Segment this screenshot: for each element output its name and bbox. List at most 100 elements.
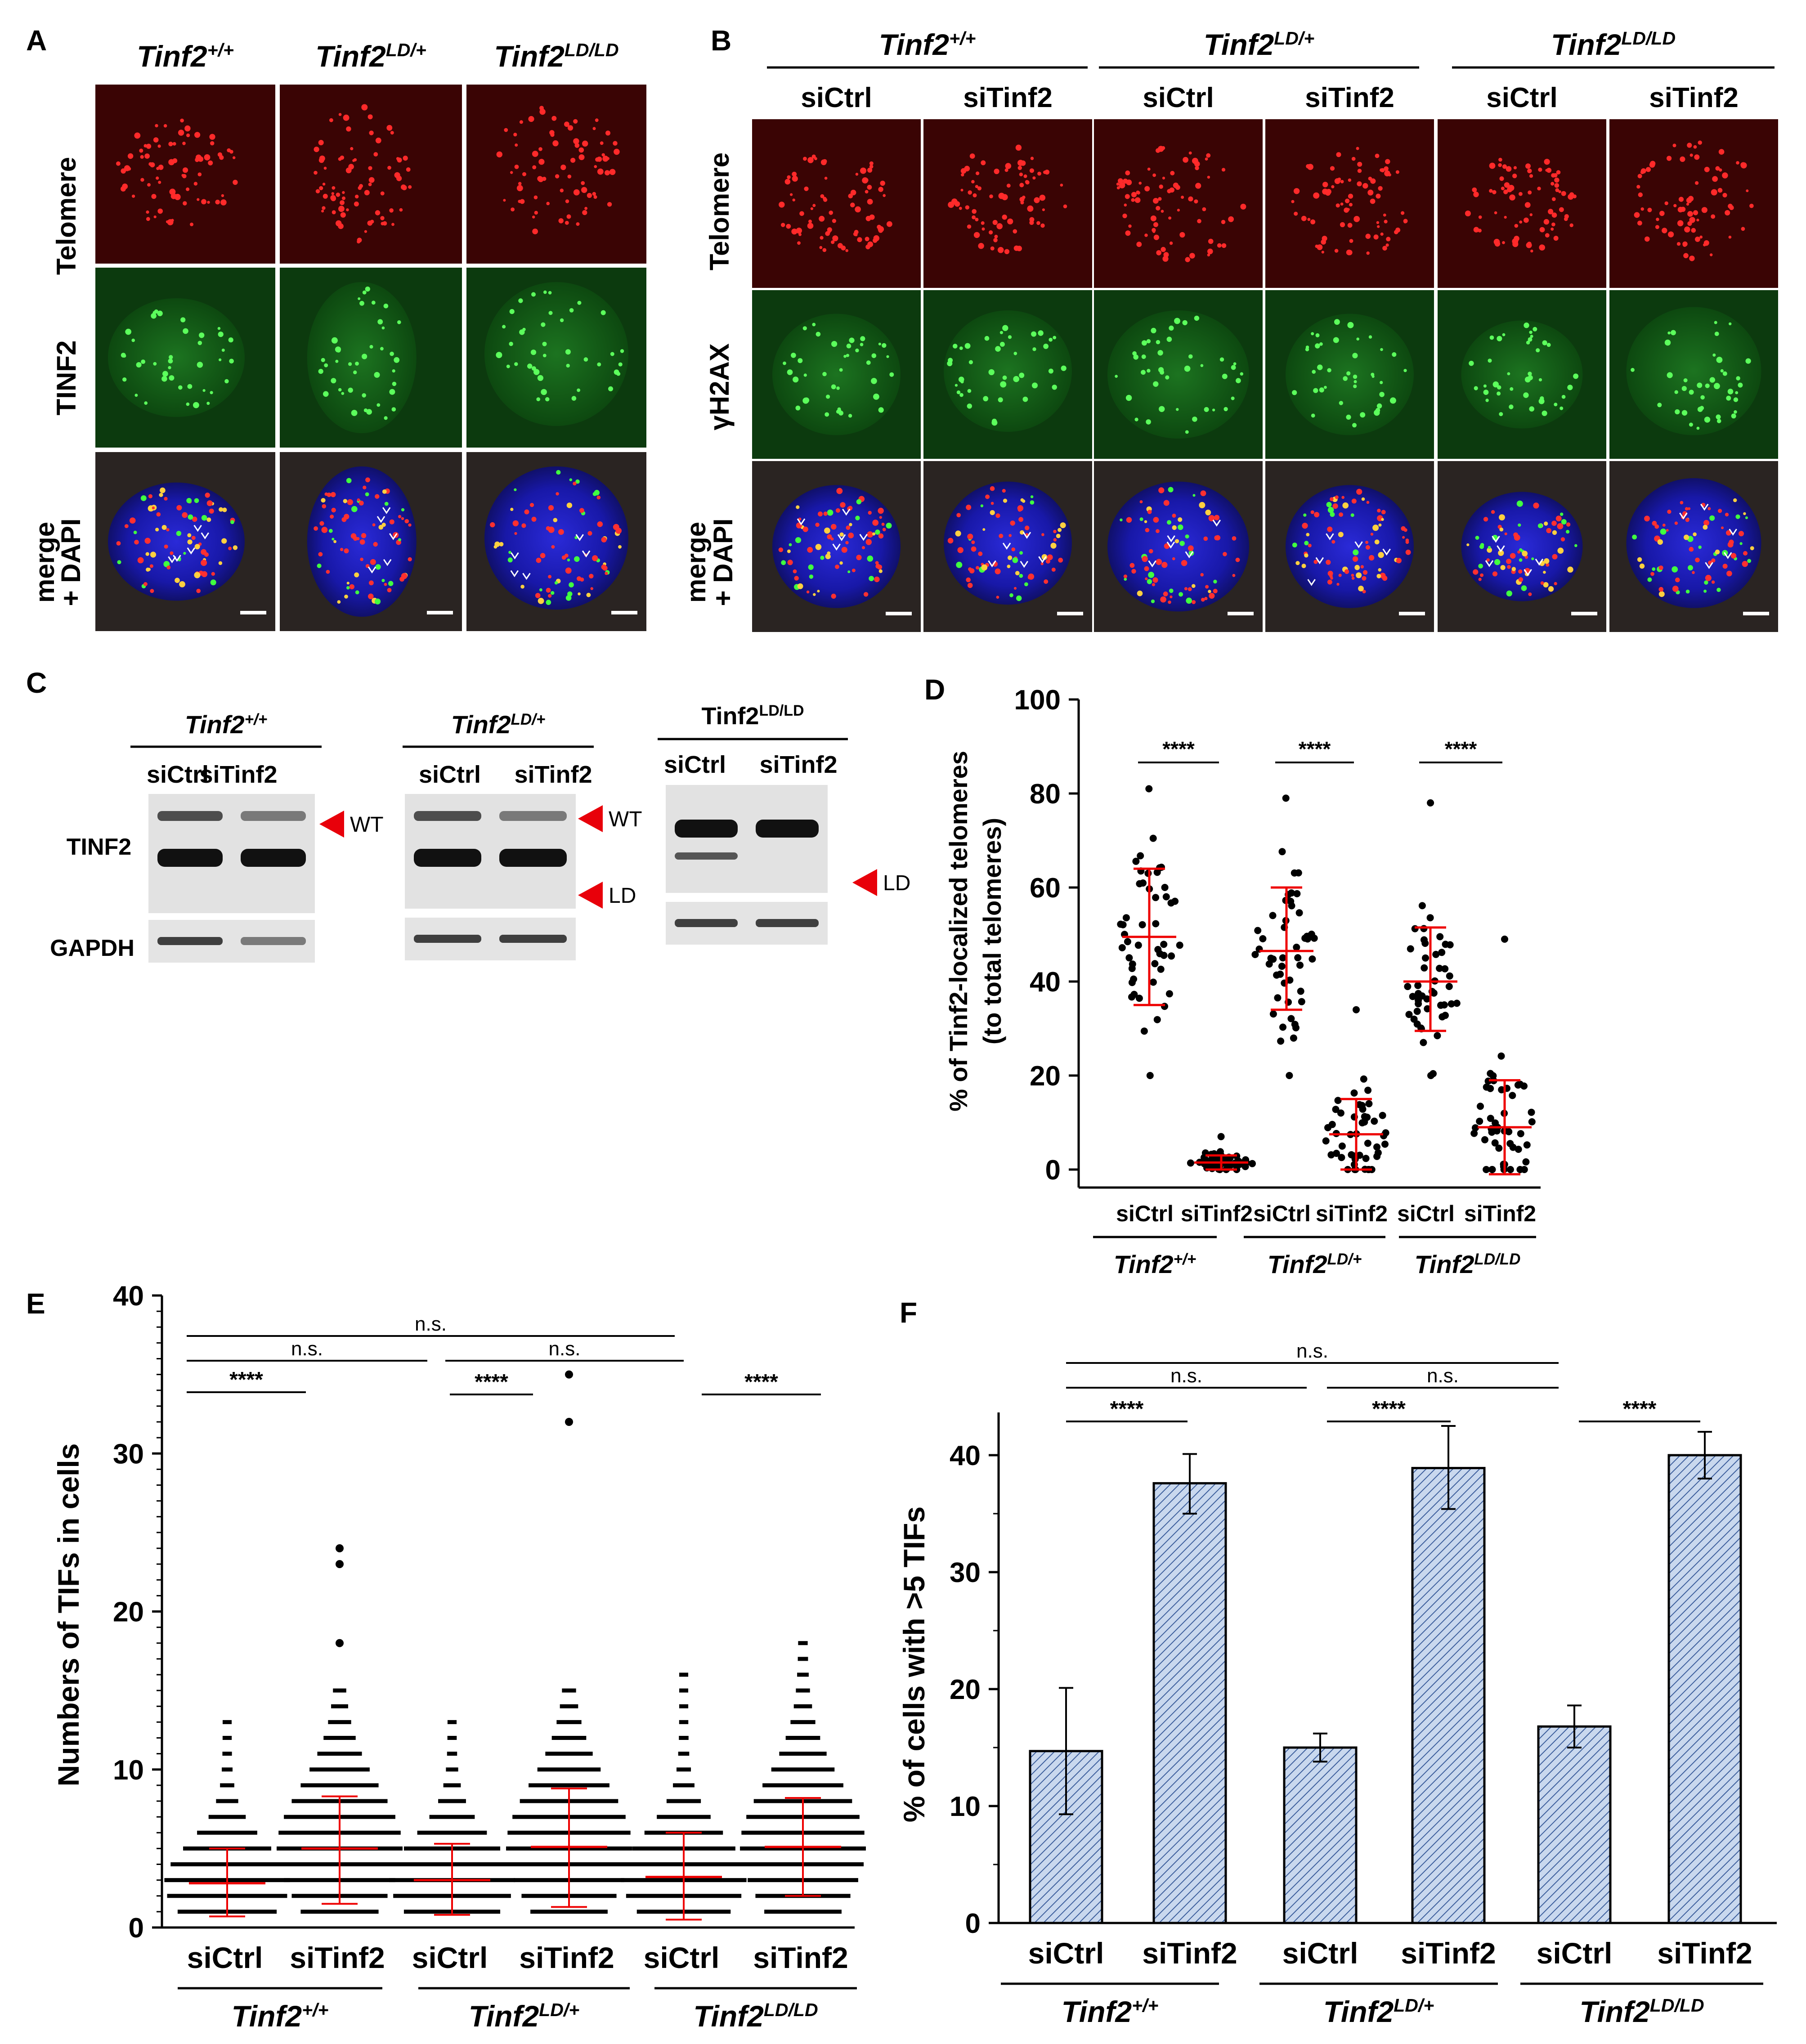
nucleus-stain bbox=[1461, 320, 1583, 429]
micrograph-tile bbox=[752, 119, 921, 288]
foci-dot bbox=[878, 533, 884, 539]
data-point bbox=[1149, 834, 1157, 842]
foci-dot bbox=[1356, 489, 1362, 495]
foci-dot bbox=[1024, 582, 1028, 587]
foci-dot bbox=[1733, 397, 1739, 402]
foci-dot bbox=[1305, 345, 1309, 349]
foci-dot bbox=[1349, 239, 1353, 243]
foci-dot bbox=[217, 327, 221, 330]
foci-dot bbox=[1680, 206, 1686, 212]
foci-dot bbox=[996, 596, 999, 599]
foci-dot bbox=[1658, 591, 1665, 597]
foci-dot bbox=[218, 561, 223, 565]
significance-stars: **** bbox=[1372, 1397, 1406, 1421]
foci-dot bbox=[1123, 574, 1127, 578]
foci-dot bbox=[1032, 176, 1036, 180]
foci-dot bbox=[868, 511, 872, 515]
band-gapdh bbox=[499, 935, 567, 943]
foci-dot bbox=[830, 537, 834, 541]
foci-dot bbox=[877, 565, 882, 570]
data-point bbox=[1405, 1011, 1413, 1018]
foci-dot bbox=[1499, 527, 1504, 532]
foci-dot bbox=[157, 144, 161, 148]
foci-dot bbox=[332, 210, 336, 215]
foci-dot bbox=[333, 540, 336, 543]
foci-dot bbox=[1122, 213, 1127, 219]
foci-dot bbox=[1382, 246, 1387, 251]
data-point bbox=[1495, 1144, 1503, 1152]
foci-dot bbox=[981, 564, 988, 571]
foci-dot bbox=[323, 193, 328, 199]
foci-dot bbox=[354, 202, 359, 206]
foci-dot bbox=[355, 590, 359, 595]
foci-dot bbox=[384, 502, 389, 506]
foci-dot bbox=[503, 199, 506, 202]
foci-dot bbox=[1358, 586, 1364, 592]
foci-dot bbox=[210, 141, 215, 146]
foci-dot bbox=[1158, 146, 1164, 152]
foci-dot bbox=[1195, 166, 1199, 170]
foci-dot bbox=[1124, 578, 1127, 581]
data-point bbox=[1453, 1000, 1461, 1007]
row-label-merge: merge bbox=[30, 522, 60, 603]
foci-dot bbox=[1676, 242, 1681, 246]
data-point bbox=[1477, 1103, 1484, 1110]
foci-dot bbox=[318, 140, 324, 145]
foci-dot bbox=[496, 151, 503, 157]
foci-dot bbox=[381, 578, 385, 583]
data-point bbox=[1411, 925, 1419, 932]
foci-dot bbox=[1307, 218, 1311, 221]
foci-dot bbox=[1704, 166, 1710, 172]
genotype-label: Tinf2+/+ bbox=[1062, 1995, 1159, 2028]
foci-dot bbox=[851, 569, 856, 573]
foci-dot bbox=[1499, 412, 1503, 417]
foci-dot bbox=[1203, 536, 1208, 541]
foci-dot bbox=[1658, 565, 1663, 570]
data-point bbox=[1501, 935, 1508, 943]
foci-dot bbox=[1205, 157, 1208, 161]
arrowhead-marker bbox=[1315, 557, 1324, 565]
foci-dot bbox=[1645, 236, 1650, 242]
foci-dot bbox=[985, 494, 990, 499]
data-point bbox=[1430, 1070, 1437, 1077]
foci-dot bbox=[380, 347, 384, 351]
foci-dot bbox=[1739, 531, 1744, 537]
data-point bbox=[1324, 1124, 1331, 1131]
foci-dot bbox=[989, 194, 993, 198]
y-tick-label: 0 bbox=[1045, 1155, 1061, 1186]
foci-dot bbox=[1722, 564, 1728, 569]
foci-dot bbox=[1040, 562, 1044, 565]
foci-dot bbox=[1692, 571, 1695, 574]
foci-dot bbox=[996, 223, 1003, 229]
foci-dot bbox=[1540, 581, 1544, 585]
foci-dot bbox=[1019, 574, 1023, 578]
foci-dot bbox=[1529, 406, 1534, 412]
foci-dot bbox=[1208, 590, 1211, 593]
foci-dot bbox=[1736, 376, 1740, 381]
significance-stars: **** bbox=[1299, 737, 1331, 761]
foci-dot bbox=[1116, 182, 1120, 186]
foci-dot bbox=[1687, 211, 1693, 217]
foci-dot bbox=[1158, 487, 1165, 493]
foci-dot bbox=[521, 523, 526, 528]
foci-dot bbox=[610, 352, 614, 356]
micrograph-tile bbox=[95, 268, 275, 448]
foci-dot bbox=[1353, 549, 1359, 556]
foci-dot bbox=[578, 154, 585, 160]
foci-dot bbox=[824, 527, 830, 534]
foci-dot bbox=[1401, 526, 1406, 531]
foci-dot bbox=[1192, 494, 1196, 497]
foci-dot bbox=[389, 208, 394, 213]
data-point bbox=[1269, 1010, 1277, 1018]
foci-dot bbox=[1019, 183, 1024, 188]
foci-dot bbox=[820, 194, 825, 198]
foci-dot bbox=[850, 189, 856, 196]
foci-dot bbox=[515, 143, 518, 147]
arrowhead-marker bbox=[201, 532, 209, 540]
foci-dot bbox=[1141, 354, 1146, 359]
foci-dot bbox=[1053, 336, 1057, 340]
foci-dot bbox=[1649, 162, 1655, 168]
foci-dot bbox=[1161, 562, 1168, 568]
foci-dot bbox=[143, 582, 148, 586]
foci-dot bbox=[1304, 541, 1309, 546]
